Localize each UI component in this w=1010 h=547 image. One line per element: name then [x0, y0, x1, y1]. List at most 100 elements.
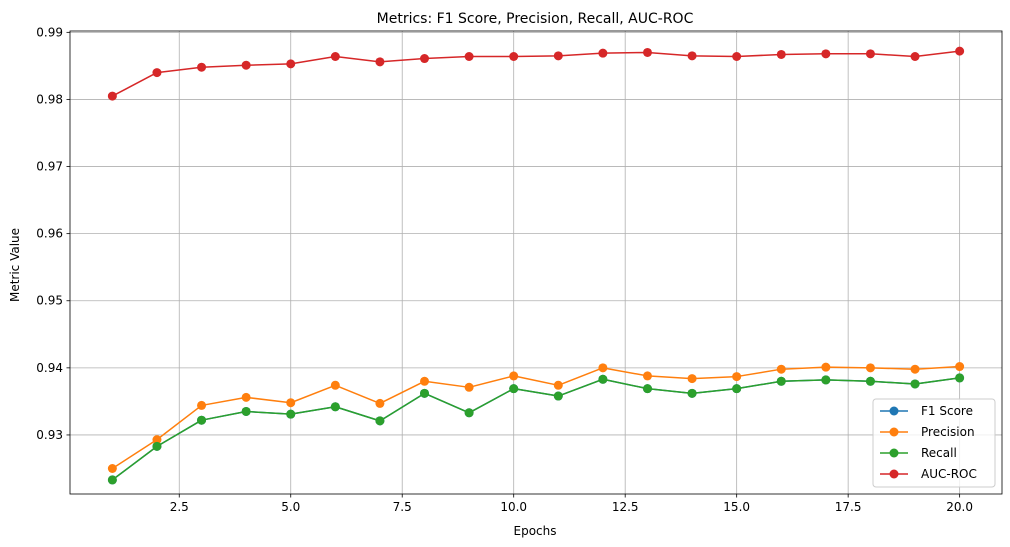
x-tick-label: 17.5	[835, 500, 862, 514]
chart-title: Metrics: F1 Score, Precision, Recall, AU…	[377, 11, 694, 27]
series-line-f1-score	[111, 377, 960, 481]
data-point-recall	[598, 374, 608, 384]
data-point-auc-roc	[821, 49, 831, 59]
data-point-recall	[687, 388, 697, 398]
axes: 2.5 5.0 7.5 10.0 12.5 15.0 17.5 20.0 0.93 0.94 0.9…	[36, 25, 1003, 514]
data-point-recall	[197, 415, 207, 425]
y-tick-label: 0.98	[36, 92, 63, 106]
data-point-recall	[509, 384, 519, 394]
x-tick-label: 2.5	[170, 500, 189, 514]
data-point-auc-roc	[241, 60, 251, 70]
data-point-auc-roc	[420, 54, 430, 64]
data-point-precision	[509, 371, 519, 381]
data-point-recall	[464, 408, 474, 418]
data-point-recall	[152, 441, 162, 451]
data-point-auc-roc	[955, 46, 965, 56]
legend-label-f1-score: F1 Score	[921, 404, 973, 418]
data-point-auc-roc	[776, 49, 786, 59]
series-line-recall	[111, 377, 960, 481]
plot-frame	[69, 30, 1003, 495]
x-tick-label: 12.5	[612, 500, 639, 514]
y-tick-label: 0.96	[36, 227, 63, 241]
series-precision	[107, 362, 965, 474]
data-point-auc-roc	[598, 48, 608, 58]
x-tick-label: 5.0	[281, 500, 300, 514]
data-point-precision	[598, 363, 608, 373]
y-tick-label: 0.95	[36, 294, 63, 308]
x-tick-label: 7.5	[393, 500, 412, 514]
data-point-precision	[375, 398, 385, 408]
data-point-precision	[420, 376, 430, 386]
data-point-precision	[197, 400, 207, 410]
data-point-recall	[286, 409, 296, 419]
data-point-precision	[330, 380, 340, 390]
y-tick-label: 0.97	[36, 160, 63, 174]
data-point-auc-roc	[865, 49, 875, 59]
x-tick-label: 10.0	[500, 500, 527, 514]
data-point-precision	[910, 364, 920, 374]
y-tick-label: 0.99	[36, 25, 63, 39]
y-axis-title: Metric Value	[8, 228, 22, 302]
data-point-auc-roc	[553, 51, 563, 61]
data-point-auc-roc	[732, 51, 742, 61]
series-line-auc-roc	[112, 50, 960, 97]
data-point-auc-roc	[152, 68, 162, 78]
data-point-recall	[642, 384, 652, 394]
data-point-recall	[553, 391, 563, 401]
x-tick-label: 15.0	[723, 500, 750, 514]
data-point-recall	[821, 375, 831, 385]
data-point-auc-roc	[687, 51, 697, 61]
data-point-precision	[464, 382, 474, 392]
legend-marker-precision	[889, 427, 899, 437]
data-point-auc-roc	[375, 57, 385, 67]
data-point-precision	[865, 363, 875, 373]
x-axis-title: Epochs	[514, 524, 557, 538]
y-tick-label: 0.94	[36, 361, 63, 375]
series-f1-score	[107, 373, 965, 485]
x-tick-label: 20.0	[946, 500, 973, 514]
series-group	[107, 46, 965, 485]
data-point-auc-roc	[107, 91, 117, 101]
data-point-precision	[821, 362, 831, 372]
data-point-auc-roc	[286, 59, 296, 69]
data-point-precision	[553, 380, 563, 390]
data-point-precision	[732, 372, 742, 382]
data-point-auc-roc	[464, 51, 474, 61]
data-point-auc-roc	[642, 47, 652, 57]
data-point-recall	[955, 373, 965, 383]
data-point-precision	[642, 371, 652, 381]
data-point-recall	[776, 376, 786, 386]
y-tick-label: 0.93	[36, 428, 63, 442]
data-point-precision	[687, 374, 697, 384]
data-point-auc-roc	[509, 51, 519, 61]
legend-marker-f1-score	[889, 406, 899, 416]
legend-marker-recall	[889, 448, 899, 458]
data-point-recall	[241, 406, 251, 416]
data-point-recall	[330, 402, 340, 412]
data-point-recall	[107, 475, 117, 485]
legend-box	[872, 398, 996, 488]
data-point-recall	[865, 376, 875, 386]
data-point-recall	[910, 379, 920, 389]
series-auc-roc	[107, 46, 965, 101]
data-point-auc-roc	[910, 51, 920, 61]
data-point-recall	[420, 388, 430, 398]
data-point-precision	[241, 392, 251, 402]
legend: F1 Score Precision Recall AUC-ROC	[872, 398, 996, 488]
legend-marker-auc-roc	[889, 469, 899, 479]
data-point-precision	[107, 464, 117, 474]
series-line-precision	[111, 365, 960, 470]
legend-label-auc-roc: AUC-ROC	[921, 467, 977, 481]
data-point-auc-roc	[197, 62, 207, 72]
data-point-precision	[776, 364, 786, 374]
legend-label-precision: Precision	[921, 425, 975, 439]
grid	[70, 31, 1002, 494]
data-point-precision	[286, 398, 296, 408]
legend-label-recall: Recall	[921, 446, 957, 460]
data-point-recall	[375, 416, 385, 426]
data-point-precision	[152, 435, 162, 445]
series-recall	[107, 373, 965, 485]
data-point-precision	[955, 362, 965, 372]
